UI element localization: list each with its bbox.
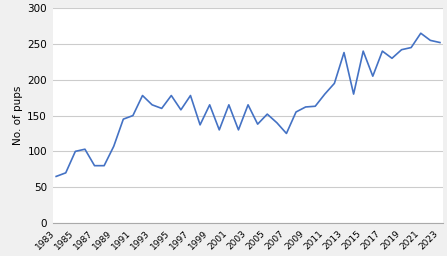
Y-axis label: No. of pups: No. of pups — [13, 86, 23, 145]
